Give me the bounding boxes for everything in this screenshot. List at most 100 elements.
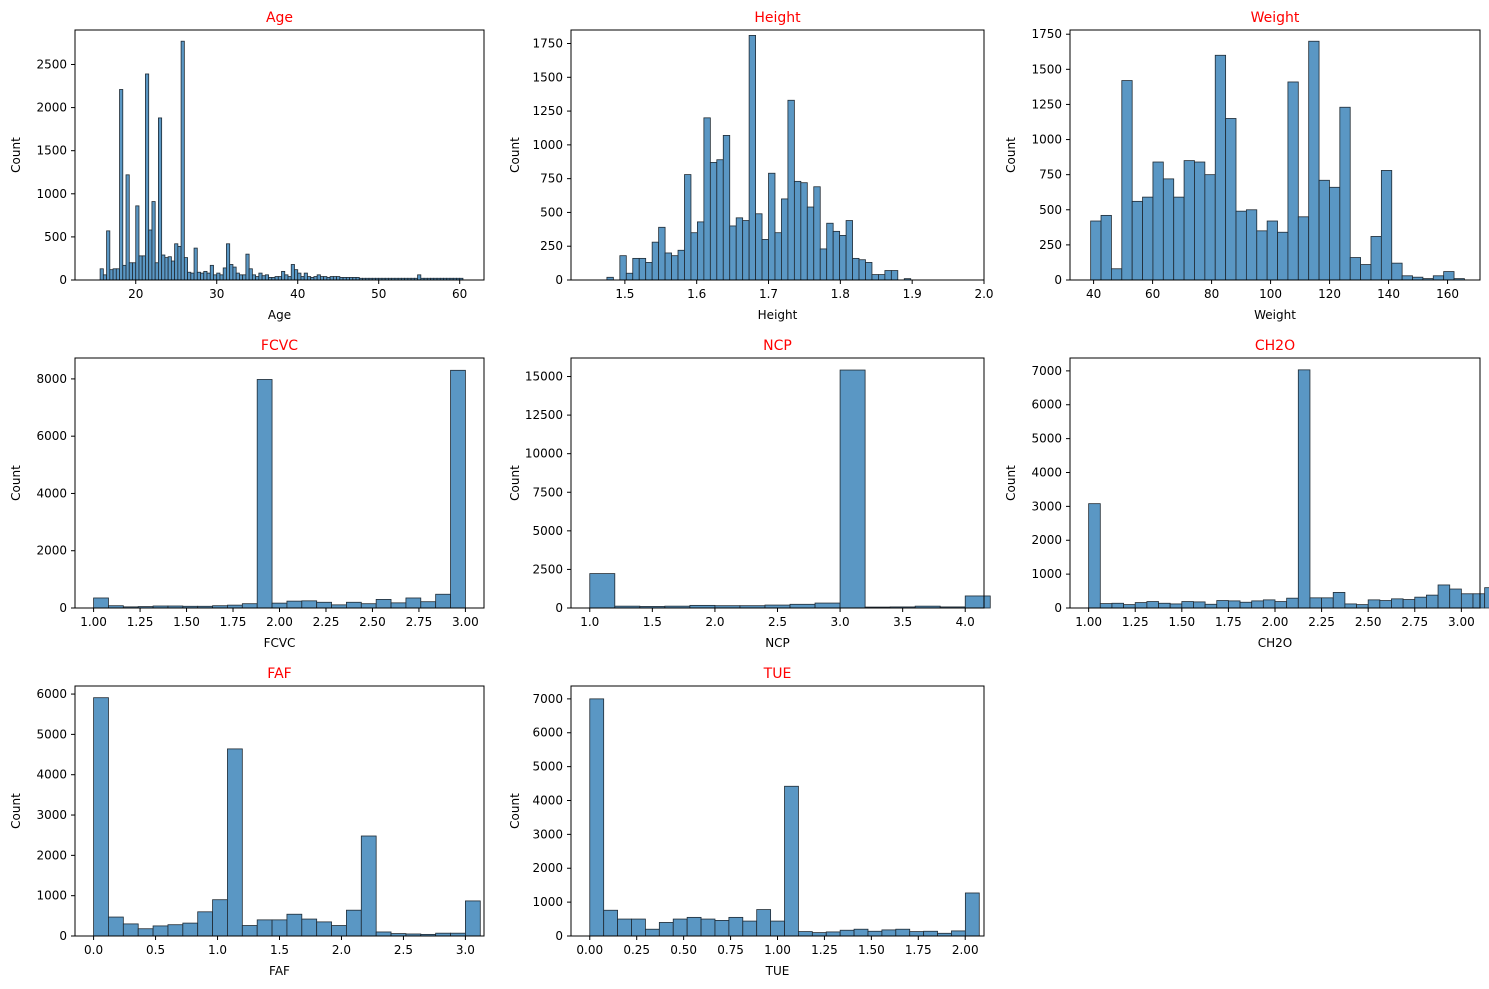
- weight-bar: [1225, 118, 1237, 281]
- ncp-title: NCP: [763, 338, 792, 354]
- faf-ytick-label: 1000: [36, 889, 67, 903]
- height-ytick-label: 1500: [532, 70, 563, 84]
- height-bar: [651, 241, 660, 281]
- ncp-xlabel: NCP: [765, 636, 790, 650]
- height-xtick-label: 1.7: [759, 287, 778, 301]
- faf-xtick-label: 1.5: [270, 943, 289, 957]
- tue-bar: [951, 930, 966, 937]
- age-ytick-label: 500: [44, 230, 67, 244]
- fcvc-bar: [346, 601, 362, 609]
- faf-xlabel: FAF: [269, 964, 290, 978]
- age-bar: [141, 255, 146, 281]
- tue-bar: [784, 785, 799, 937]
- age-xtick-label: 50: [371, 287, 386, 301]
- age-bar: [219, 274, 224, 281]
- faf-bar: [256, 919, 273, 937]
- tue-xlabel: TUE: [765, 964, 790, 978]
- age-bar: [307, 276, 312, 281]
- ch2o-bar: [1379, 600, 1392, 609]
- height-bar: [658, 226, 666, 281]
- height-ytick-label: 250: [540, 239, 563, 253]
- faf-bar: [137, 928, 154, 937]
- weight-bar: [1214, 54, 1227, 281]
- weight-bar: [1391, 262, 1403, 281]
- age-bar: [281, 270, 286, 281]
- ch2o-bar: [1088, 503, 1101, 609]
- weight-bar: [1183, 160, 1195, 281]
- ch2o-xtick-label: 2.00: [1262, 615, 1289, 629]
- ch2o-xtick-label: 1.75: [1215, 615, 1242, 629]
- weight-bar: [1090, 220, 1102, 281]
- age-bar: [167, 256, 172, 281]
- weight-xtick-label: 60: [1145, 287, 1160, 301]
- ch2o-xtick-label: 1.25: [1122, 615, 1149, 629]
- age-bar: [196, 271, 201, 281]
- tue-bar: [631, 918, 646, 937]
- fcvc-xtick-label: 1.25: [127, 615, 154, 629]
- ch2o-xtick-label: 2.50: [1355, 615, 1382, 629]
- chart-faf: 0.0 0.5 1.0 1.5 2.0 2.5 3.0 0 1000 2000 3000 4000 50…: [9, 666, 485, 978]
- height-bar: [871, 274, 879, 281]
- age-bar: [203, 270, 208, 281]
- faf-bar: [301, 918, 318, 937]
- ncp-ytick-label: 5000: [532, 524, 563, 538]
- ch2o-ytick-label: 3000: [1031, 499, 1062, 513]
- weight-xlabel: Weight: [1254, 308, 1296, 322]
- height-bar: [774, 232, 782, 281]
- fcvc-xtick-label: 2.25: [313, 615, 340, 629]
- age-bar: [209, 264, 214, 281]
- ch2o-bar: [1158, 602, 1171, 609]
- faf-bar: [122, 923, 139, 937]
- age-bar: [183, 257, 188, 281]
- faf-title: FAF: [267, 666, 291, 682]
- ch2o-xtick-label: 3.00: [1448, 615, 1475, 629]
- ch2o-bar: [1193, 601, 1206, 609]
- height-bar: [787, 99, 795, 281]
- weight-bar: [1131, 200, 1143, 281]
- weight-bar: [1142, 196, 1154, 281]
- faf-ytick-label: 6000: [36, 687, 67, 701]
- faf-xtick-label: 3.0: [456, 943, 475, 957]
- tue-ytick-label: 0: [555, 929, 563, 943]
- faf-bar: [360, 835, 377, 937]
- tue-bar: [603, 909, 618, 937]
- faf-bar: [331, 925, 347, 937]
- height-bar: [619, 255, 627, 281]
- ch2o-bar: [1332, 592, 1346, 609]
- tue-bar: [825, 931, 841, 937]
- weight-xtick-label: 100: [1259, 287, 1282, 301]
- weight-ytick-label: 750: [1039, 168, 1062, 182]
- weight-ytick-label: 1000: [1031, 133, 1062, 147]
- age-bar: [213, 274, 218, 281]
- faf-bar: [152, 925, 169, 937]
- age-ytick-label: 2500: [36, 57, 67, 71]
- tue-xtick-label: 1.75: [905, 943, 932, 957]
- height-bar: [890, 270, 899, 281]
- ncp-bar: [814, 602, 841, 609]
- height-xtick-label: 2.0: [974, 287, 993, 301]
- ch2o-ytick-label: 4000: [1031, 465, 1062, 479]
- age-bar: [232, 266, 237, 281]
- faf-bar: [271, 919, 288, 937]
- weight-xtick-label: 160: [1436, 287, 1459, 301]
- ncp-bar: [789, 603, 816, 609]
- age-bar: [106, 230, 111, 281]
- tue-ytick-label: 5000: [532, 760, 563, 774]
- weight-bar: [1277, 231, 1289, 281]
- tue-bar: [728, 916, 744, 937]
- ncp-bar: [589, 573, 616, 609]
- fcvc-ytick-label: 4000: [36, 486, 67, 500]
- fcvc-ylabel: Count: [9, 465, 23, 501]
- faf-bar: [227, 748, 243, 937]
- height-bar: [677, 249, 685, 281]
- fcvc-bar: [316, 601, 332, 609]
- age-axes-frame: [74, 29, 485, 281]
- ch2o-ytick-label: 7000: [1031, 364, 1062, 378]
- weight-bar: [1235, 210, 1247, 281]
- height-bar: [793, 180, 802, 281]
- weight-bar: [1204, 174, 1216, 281]
- age-bar: [297, 272, 302, 281]
- age-bar: [277, 276, 282, 281]
- tue-ytick-label: 6000: [532, 726, 563, 740]
- height-bar: [845, 220, 853, 281]
